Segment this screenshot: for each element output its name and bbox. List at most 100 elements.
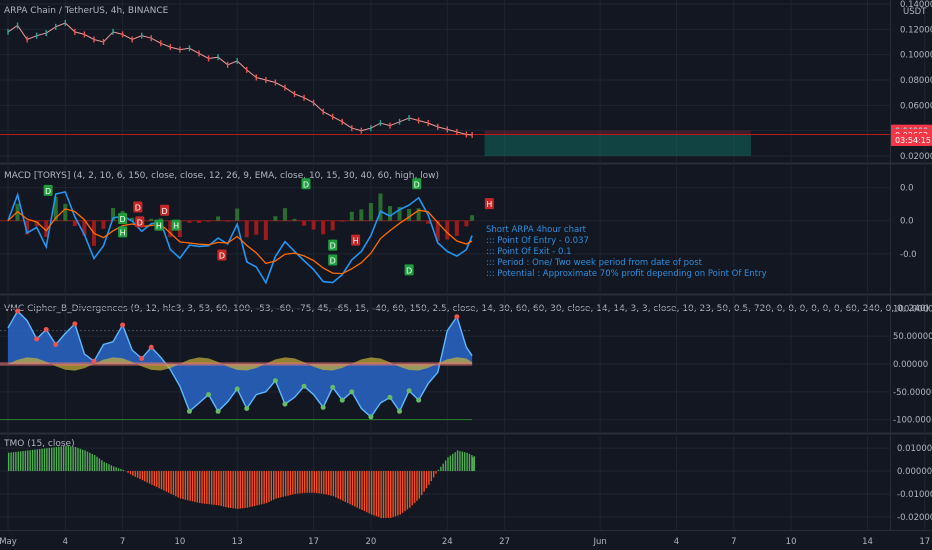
tmo-bar bbox=[432, 471, 435, 478]
short-position-box[interactable] bbox=[0, 130, 890, 156]
panel-frame bbox=[0, 0, 932, 531]
tmo-bar bbox=[425, 471, 428, 489]
macd-hist-bar bbox=[349, 211, 354, 221]
annotation-line-1: Short ARPA 4hour chart bbox=[486, 225, 587, 235]
macd-hist-bar bbox=[63, 203, 68, 221]
tmo-panel[interactable]: TMO (15, close) 0.01000 0.00000 -0.01000 -0… bbox=[0, 439, 932, 523]
tmo-bar bbox=[437, 469, 440, 472]
tmo-bar bbox=[449, 455, 452, 472]
tmo-bar bbox=[163, 471, 165, 491]
tmo-bar bbox=[206, 471, 208, 504]
macd-hist-bar bbox=[187, 220, 192, 223]
tmo-bar bbox=[428, 471, 430, 485]
tmo-bar bbox=[86, 451, 89, 472]
tmo-bar bbox=[370, 471, 373, 515]
tmo-bar bbox=[337, 471, 339, 499]
tmo-bar bbox=[418, 471, 421, 499]
tmo-bar bbox=[277, 471, 280, 498]
tmo-bar bbox=[74, 447, 77, 472]
tmo-bar bbox=[284, 471, 287, 497]
tmo-bar bbox=[39, 449, 41, 472]
price-panel[interactable]: ARPA Chain / TetherUS, 4h, BINANCE USDT … bbox=[0, 0, 932, 162]
tmo-bar bbox=[406, 471, 409, 510]
macd-hist-bar bbox=[149, 218, 154, 221]
macd-hist-bar bbox=[101, 220, 106, 229]
wavetrend-dot bbox=[139, 355, 145, 361]
tmo-bar bbox=[103, 461, 105, 472]
tmo-bar bbox=[461, 451, 464, 472]
wavetrend-dot bbox=[416, 397, 422, 403]
tmo-panel-title: TMO (15, close) bbox=[3, 439, 75, 449]
tmo-bar bbox=[108, 464, 110, 472]
tmo-histogram bbox=[8, 445, 475, 518]
annotation-line-5: ::: Potential : Approximate 70% profit d… bbox=[486, 269, 767, 279]
price-tick-label: 0.12000 bbox=[900, 25, 932, 35]
tmo-bar bbox=[373, 471, 375, 516]
wavetrend-dot bbox=[244, 406, 250, 412]
divergence-marker-label: D bbox=[45, 187, 51, 196]
divergence-marker-label: H bbox=[486, 200, 492, 209]
tmo-bar bbox=[258, 471, 261, 505]
tmo-bar bbox=[148, 471, 151, 484]
wavetrend-dot bbox=[15, 308, 21, 314]
macd-panel[interactable]: MACD [TORYS] (4, 2, 10, 6, 150, close, c… bbox=[0, 171, 917, 285]
tmo-bar bbox=[70, 446, 72, 472]
tmo-bar bbox=[358, 471, 361, 509]
macd-hist-bar bbox=[53, 196, 58, 221]
macd-hist-bar bbox=[368, 203, 373, 221]
tmo-bar bbox=[466, 452, 468, 472]
wavetrend-dot bbox=[43, 326, 49, 332]
tmo-bar bbox=[215, 471, 218, 506]
tmo-bar bbox=[387, 471, 390, 518]
macd-hist-bar bbox=[244, 220, 249, 238]
tmo-bar bbox=[378, 471, 380, 518]
tmo-bar bbox=[218, 471, 220, 506]
time-axis[interactable]: May47101317202427Jun471014172124 bbox=[0, 537, 932, 547]
zero-band bbox=[0, 362, 473, 366]
tmo-bar bbox=[363, 471, 366, 512]
tmo-bar bbox=[354, 471, 356, 507]
tmo-bar bbox=[48, 447, 50, 472]
tmo-bar bbox=[227, 471, 230, 508]
tmo-bar bbox=[347, 471, 349, 504]
wavetrend-dot bbox=[53, 342, 59, 348]
tmo-tick-label: 0.01000 bbox=[897, 444, 932, 454]
tmo-bar bbox=[251, 471, 253, 507]
time-tick-label: 17 bbox=[919, 537, 930, 547]
currency-label: USDT bbox=[903, 7, 927, 17]
tmo-bar bbox=[459, 451, 461, 472]
tmo-bar bbox=[320, 471, 323, 494]
tmo-bar bbox=[22, 451, 24, 472]
tmo-bar bbox=[421, 471, 423, 496]
price-axis[interactable]: 0.14000 0.12000 0.10000 0.08000 0.06000 0.040… bbox=[0, 0, 932, 162]
divergence-marker-label: H bbox=[353, 237, 359, 246]
macd-hist-bar bbox=[34, 220, 39, 227]
tmo-bar bbox=[323, 471, 325, 494]
tmo-bar bbox=[375, 471, 378, 517]
tmo-bar bbox=[31, 449, 34, 472]
tmo-bar bbox=[191, 471, 194, 502]
wavetrend-dot bbox=[72, 321, 78, 327]
macd-hist-bar bbox=[470, 215, 475, 221]
profit-zone bbox=[484, 134, 751, 156]
wavetrend-dot bbox=[387, 394, 393, 400]
tmo-bar bbox=[430, 471, 432, 482]
divergence-marker-box bbox=[328, 239, 338, 251]
tmo-bar bbox=[15, 451, 17, 472]
macd-hist-bar bbox=[254, 220, 259, 235]
tmo-bar bbox=[270, 471, 273, 501]
tmo-bar bbox=[144, 471, 146, 482]
vmc-cipher-panel[interactable]: VMC Cipher_B_Divergences (9, 12, hlc3, 3… bbox=[0, 304, 932, 426]
tmo-bar bbox=[268, 471, 270, 502]
vmc-tick-label: 50.00000 bbox=[893, 332, 932, 342]
price-tag-label: 03:54:15 bbox=[895, 136, 931, 145]
divergence-marker-label: D bbox=[406, 266, 412, 275]
tmo-bar bbox=[299, 471, 301, 494]
macd-hist-bar bbox=[111, 207, 116, 221]
tmo-bar bbox=[72, 446, 74, 472]
vmc-tick-label: -100.00000 bbox=[893, 416, 932, 426]
tmo-bar bbox=[311, 471, 313, 493]
tmo-bar bbox=[46, 448, 48, 472]
